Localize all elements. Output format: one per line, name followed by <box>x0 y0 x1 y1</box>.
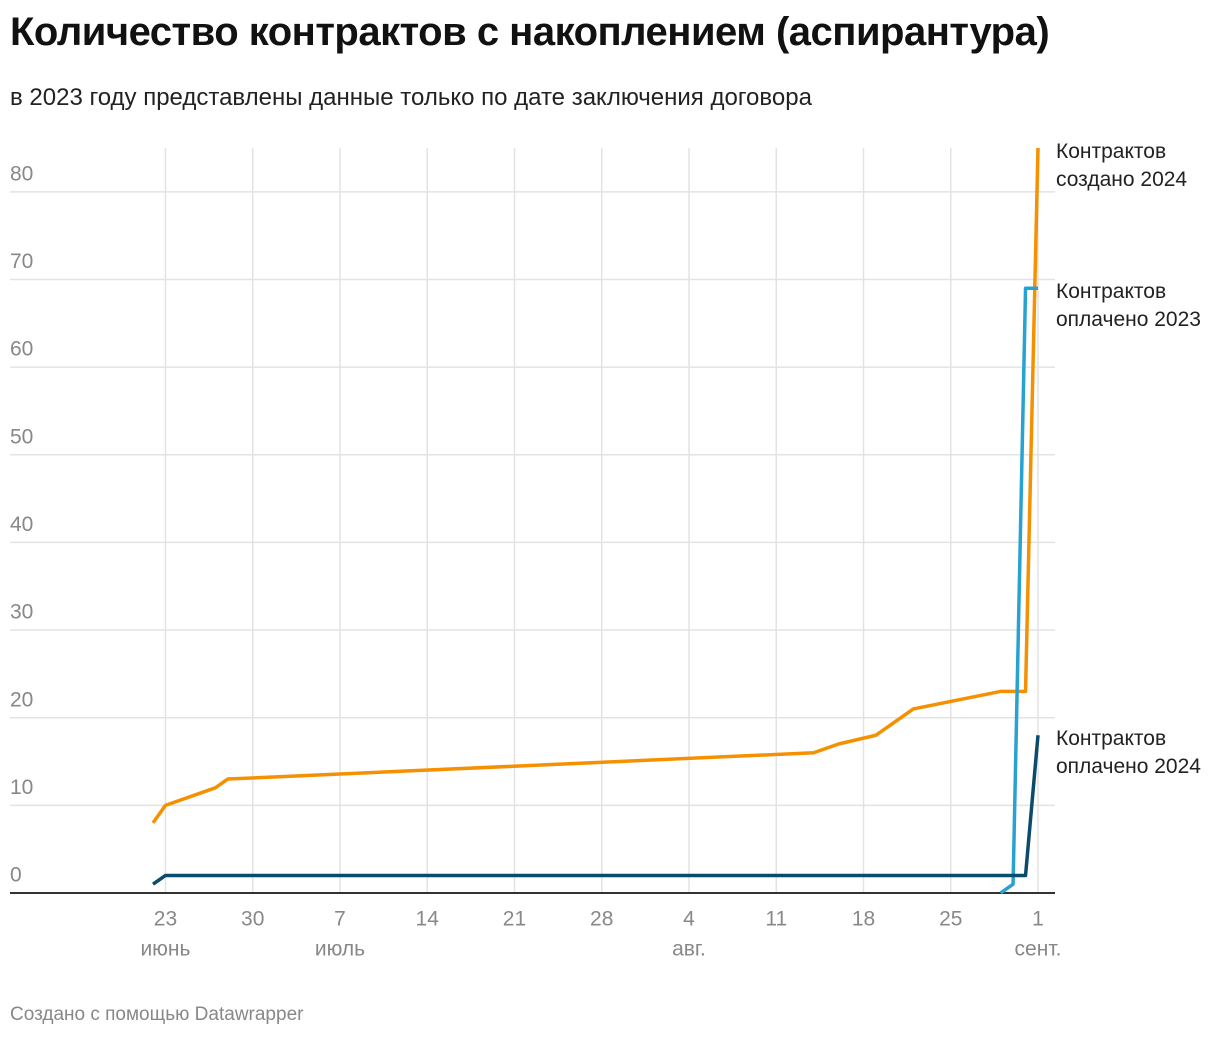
x-tick-label: 30 <box>241 908 264 931</box>
chart-subtitle: в 2023 году представлены данные только п… <box>10 84 812 111</box>
x-month-label: сент. <box>1015 938 1062 961</box>
y-tick-label: 0 <box>10 864 22 887</box>
y-tick-label: 50 <box>10 425 33 448</box>
x-tick-label: 1 <box>1032 908 1044 931</box>
y-tick-label: 30 <box>10 601 33 624</box>
y-tick-label: 10 <box>10 776 33 799</box>
x-month-label: июль <box>315 938 365 961</box>
series-label: Контрактов оплачено 2024 <box>1056 727 1201 779</box>
x-tick-label: 11 <box>765 908 787 931</box>
series-line <box>999 286 1038 895</box>
series-line <box>151 147 1040 824</box>
chart-title: Количество контрактов с накоплением (асп… <box>10 10 1050 54</box>
y-tick-label: 40 <box>10 513 33 536</box>
x-tick-label: 7 <box>334 908 346 931</box>
y-tick-label: 60 <box>10 338 33 361</box>
x-tick-label: 21 <box>503 908 526 931</box>
x-tick-label: 28 <box>590 908 613 931</box>
x-tick-label: 14 <box>416 908 440 931</box>
y-tick-label: 70 <box>10 250 33 273</box>
y-tick-label: 20 <box>10 688 33 711</box>
x-month-label: авг. <box>672 938 706 961</box>
series-label: Контрактов оплачено 2023 <box>1056 280 1201 332</box>
series-label: Контрактов создано 2024 <box>1056 140 1188 191</box>
source-note: Создано с помощью Datawrapper <box>10 1004 304 1025</box>
x-tick-label: 23 <box>154 908 177 931</box>
x-tick-label: 4 <box>683 908 695 931</box>
series-line <box>151 735 1040 886</box>
x-tick-label: 18 <box>852 908 875 931</box>
x-month-label: июнь <box>140 938 190 961</box>
x-tick-label: 25 <box>939 908 962 931</box>
y-tick-label: 80 <box>10 162 33 185</box>
